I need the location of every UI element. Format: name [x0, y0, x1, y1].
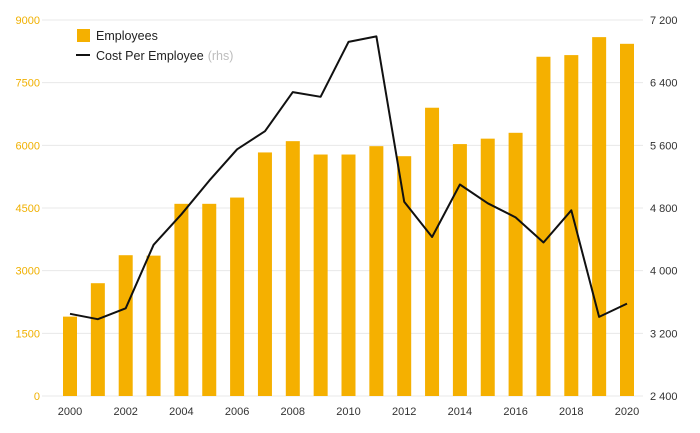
bar-employees-2012: [397, 156, 412, 396]
right-tick-label: 2 400: [650, 391, 678, 403]
bar-employees-2005: [202, 203, 217, 396]
legend-cost-name: Cost Per Employee: [96, 49, 204, 63]
left-tick-label: 0: [34, 391, 40, 403]
bar-employees-2006: [230, 197, 245, 396]
x-tick-label: 2006: [225, 406, 249, 418]
bar-employees-2004: [174, 203, 189, 396]
x-tick-label: 2018: [559, 406, 583, 418]
right-y-axis: 2 400 3 200 4 000 4 800 5 600 6 400 7 200: [650, 15, 678, 403]
bar-employees-2001: [90, 283, 105, 396]
cost-per-employee-line: [69, 35, 628, 321]
bar-employees-2002: [118, 255, 133, 396]
legend-cost-label: Cost Per Employee (rhs): [96, 49, 233, 63]
x-tick-label: 2002: [113, 406, 137, 418]
legend: Employees Cost Per Employee (rhs): [76, 29, 233, 63]
x-tick-label: 2016: [503, 406, 527, 418]
employees-bars: [63, 37, 634, 397]
right-tick-label: 6 400: [650, 78, 678, 90]
bar-employees-2020: [620, 43, 634, 397]
right-tick-label: 4 800: [650, 203, 678, 215]
right-tick-label: 7 200: [650, 15, 678, 27]
x-tick-label: 2014: [448, 406, 472, 418]
bar-employees-2000: [63, 316, 77, 396]
bar-employees-2018: [564, 55, 579, 397]
legend-employees-label: Employees: [96, 29, 158, 43]
left-tick-label: 4500: [16, 203, 40, 215]
x-axis: 2000 2002 2004 2006 2008 2010 2012 2014 2016 2018…: [58, 406, 639, 418]
x-tick-label: 2008: [281, 406, 305, 418]
bar-employees-2019: [592, 37, 607, 397]
left-tick-label: 7500: [16, 78, 40, 90]
left-y-axis: 0 1500 3000 4500 6000 7500 9000: [16, 15, 40, 403]
right-tick-label: 4 000: [650, 266, 678, 278]
bar-employees-2015: [480, 138, 495, 396]
left-tick-label: 1500: [16, 328, 40, 340]
x-tick-label: 2010: [336, 406, 360, 418]
bar-employees-2013: [425, 107, 440, 396]
bar-employees-2014: [452, 144, 467, 396]
bar-employees-2007: [257, 152, 272, 396]
bar-employees-2011: [369, 146, 384, 396]
x-tick-label: 2004: [169, 406, 193, 418]
left-tick-label: 3000: [16, 266, 40, 278]
x-tick-label: 2020: [615, 406, 639, 418]
right-tick-label: 5 600: [650, 140, 678, 152]
bar-employees-2008: [285, 141, 300, 396]
bar-employees-2017: [536, 56, 551, 397]
left-tick-label: 6000: [16, 140, 40, 152]
right-tick-label: 3 200: [650, 328, 678, 340]
legend-cost-rhs-suffix: (rhs): [208, 49, 234, 63]
bar-employees-2010: [341, 154, 356, 396]
x-tick-label: 2000: [58, 406, 82, 418]
cost-per-employee-line-group: [69, 35, 628, 321]
bar-employees-2003: [146, 255, 161, 396]
bar-employees-2016: [508, 132, 523, 397]
legend-employees-swatch: [77, 29, 90, 42]
left-tick-label: 9000: [16, 15, 40, 27]
bar-employees-2009: [313, 154, 328, 396]
x-tick-label: 2012: [392, 406, 416, 418]
